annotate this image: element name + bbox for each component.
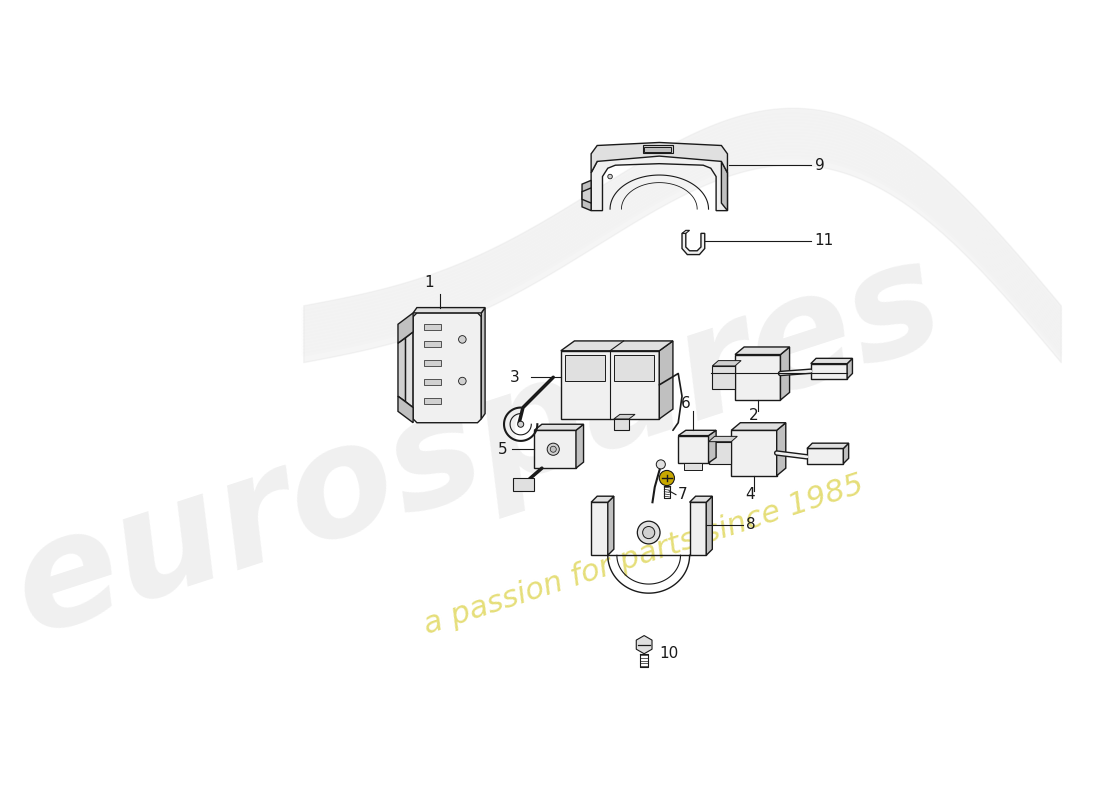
Circle shape — [550, 446, 557, 452]
Polygon shape — [482, 307, 485, 419]
Polygon shape — [513, 478, 535, 491]
Text: 10: 10 — [659, 646, 679, 662]
Polygon shape — [708, 436, 737, 442]
Polygon shape — [561, 350, 659, 419]
Polygon shape — [582, 188, 591, 203]
Polygon shape — [576, 424, 583, 468]
Polygon shape — [811, 358, 852, 364]
Polygon shape — [732, 422, 785, 430]
Polygon shape — [847, 358, 852, 378]
Polygon shape — [406, 332, 414, 407]
Polygon shape — [708, 442, 732, 464]
Polygon shape — [591, 502, 608, 555]
Polygon shape — [614, 354, 654, 381]
Polygon shape — [659, 341, 673, 419]
Polygon shape — [561, 341, 673, 350]
Polygon shape — [535, 424, 583, 430]
Polygon shape — [582, 180, 591, 210]
Text: 1: 1 — [425, 275, 435, 290]
Polygon shape — [614, 414, 635, 419]
Polygon shape — [682, 234, 705, 254]
Polygon shape — [679, 430, 716, 435]
Polygon shape — [642, 146, 673, 153]
Polygon shape — [645, 147, 671, 151]
Polygon shape — [781, 347, 790, 400]
Text: a passion for parts since 1985: a passion for parts since 1985 — [420, 470, 868, 640]
Polygon shape — [684, 463, 703, 470]
Text: 7: 7 — [679, 487, 688, 502]
Polygon shape — [735, 354, 781, 400]
Polygon shape — [564, 354, 605, 381]
Text: 8: 8 — [747, 518, 756, 533]
Polygon shape — [425, 324, 441, 330]
Circle shape — [547, 443, 559, 455]
Text: 11: 11 — [815, 234, 834, 249]
Polygon shape — [414, 313, 482, 422]
Circle shape — [459, 336, 466, 343]
Polygon shape — [608, 496, 614, 555]
Text: 5: 5 — [498, 442, 508, 457]
Polygon shape — [425, 341, 441, 347]
Text: 9: 9 — [815, 158, 824, 173]
Polygon shape — [414, 307, 485, 313]
Polygon shape — [398, 396, 414, 422]
Polygon shape — [708, 430, 716, 463]
Circle shape — [642, 526, 654, 538]
Polygon shape — [591, 142, 727, 173]
Circle shape — [459, 378, 466, 385]
Polygon shape — [735, 347, 790, 354]
Polygon shape — [535, 430, 576, 468]
Polygon shape — [713, 361, 741, 366]
Circle shape — [518, 422, 524, 427]
Polygon shape — [807, 443, 849, 449]
Text: eurospares: eurospares — [0, 226, 960, 666]
Circle shape — [637, 521, 660, 544]
Polygon shape — [811, 364, 847, 378]
Polygon shape — [844, 443, 849, 464]
Circle shape — [608, 174, 613, 179]
Circle shape — [657, 460, 665, 469]
Circle shape — [659, 470, 674, 486]
Polygon shape — [732, 430, 777, 476]
Text: 4: 4 — [746, 487, 755, 502]
Polygon shape — [682, 230, 690, 234]
Text: 6: 6 — [681, 396, 691, 411]
Polygon shape — [713, 366, 735, 389]
Text: 2: 2 — [749, 408, 759, 422]
Polygon shape — [679, 435, 708, 463]
Polygon shape — [591, 496, 614, 502]
Polygon shape — [636, 635, 652, 654]
Polygon shape — [807, 449, 844, 464]
Text: 3: 3 — [509, 370, 519, 385]
Polygon shape — [690, 502, 706, 555]
Polygon shape — [706, 496, 713, 555]
Polygon shape — [690, 496, 713, 502]
Polygon shape — [425, 398, 441, 404]
Polygon shape — [614, 419, 629, 430]
Polygon shape — [398, 313, 414, 343]
Polygon shape — [425, 360, 441, 366]
Polygon shape — [425, 378, 441, 385]
Polygon shape — [722, 162, 727, 210]
Polygon shape — [591, 154, 727, 210]
Polygon shape — [777, 422, 785, 476]
Polygon shape — [398, 338, 406, 402]
